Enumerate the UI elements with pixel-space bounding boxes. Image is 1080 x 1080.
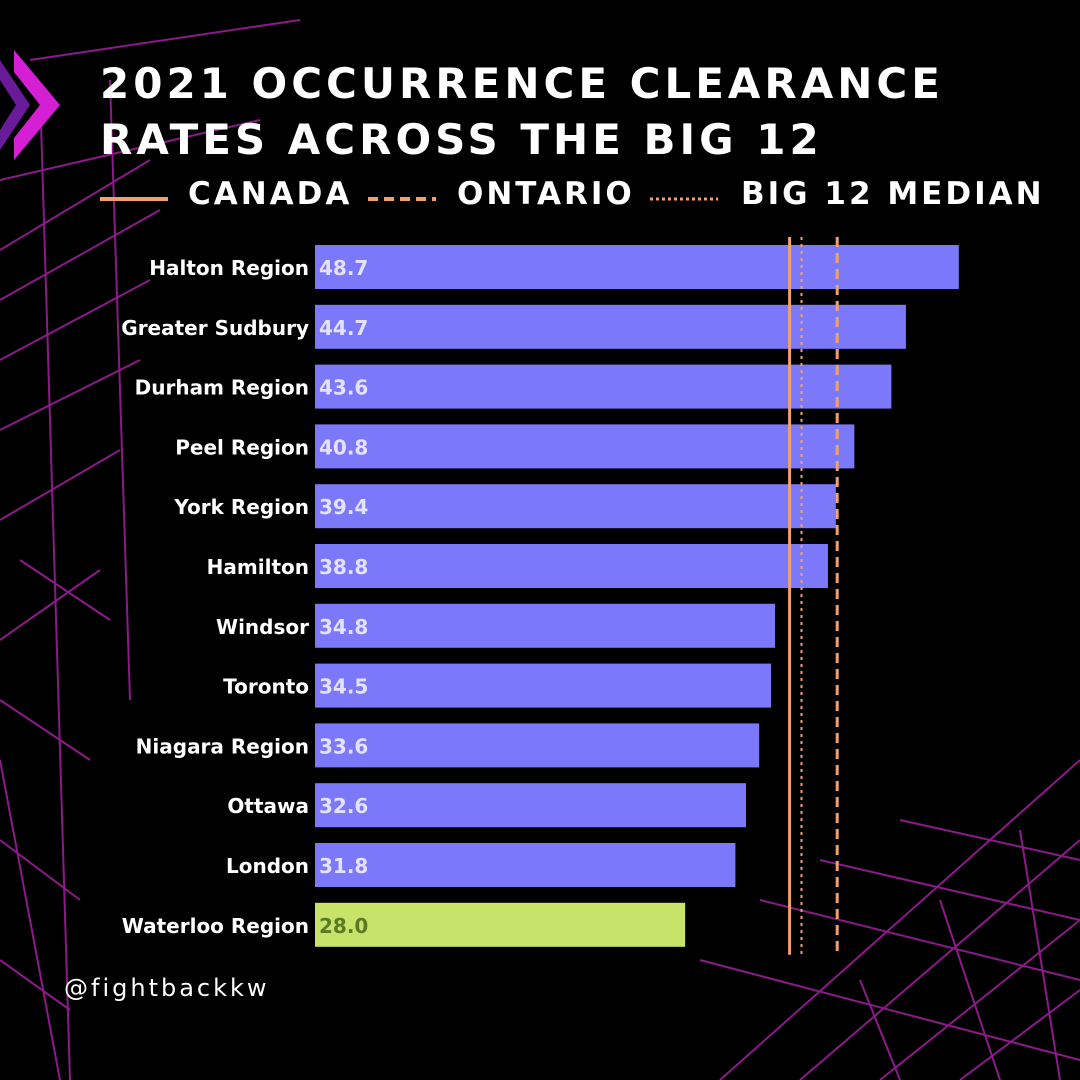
category-label-windsor: Windsor [216,615,309,639]
bar-waterloo-region [315,902,686,947]
value-label-greater-sudbury: 44.7 [319,316,368,340]
value-label-halton-region: 48.7 [319,256,368,280]
value-label-peel-region: 40.8 [319,435,368,459]
category-label-halton-region: Halton Region [149,256,309,280]
category-label-ottawa: Ottawa [227,794,309,818]
category-label-durham-region: Durham Region [135,376,309,400]
value-label-durham-region: 43.6 [319,376,368,400]
value-label-toronto: 34.5 [319,675,368,699]
bar-hamilton [315,544,828,588]
category-label-hamilton: Hamilton [207,555,309,579]
bar-windsor [315,603,776,648]
bar-peel-region [315,424,855,469]
bar-durham-region [315,364,892,409]
bar-london [315,843,736,887]
bar-niagara-region [315,723,760,768]
category-label-greater-sudbury: Greater Sudbury [121,316,309,340]
legend-label-ontario: ONTARIO [457,176,635,212]
value-label-london: 31.8 [319,854,368,878]
legend-label-median: BIG 12 MEDIAN [741,176,1045,212]
bar-halton-region [315,245,959,289]
value-label-waterloo-region: 28.0 [319,914,368,938]
category-label-london: London [226,854,309,878]
bar-greater-sudbury [315,304,906,349]
value-label-york-region: 39.4 [319,495,368,519]
value-label-niagara-region: 33.6 [319,734,368,758]
value-label-ottawa: 32.6 [319,794,368,818]
title-line-2: RATES ACROSS THE BIG 12 [100,115,823,164]
category-label-york-region: York Region [173,495,309,519]
legend-swatches [100,197,718,201]
title-line-1: 2021 OCCURRENCE CLEARANCE [100,59,944,108]
chart-title: 2021 OCCURRENCE CLEARANCE RATES ACROSS T… [100,56,1000,168]
category-label-niagara-region: Niagara Region [136,734,309,758]
value-label-hamilton: 38.8 [319,555,368,579]
social-handle: @fightbackkw [64,974,270,1002]
legend-label-canada: CANADA [188,176,353,212]
value-label-windsor: 34.8 [319,615,368,639]
category-label-peel-region: Peel Region [175,435,309,459]
bar-york-region [315,484,836,529]
bar-toronto [315,663,772,708]
arrow-chevron-icon [0,50,60,160]
category-label-waterloo-region: Waterloo Region [122,914,309,938]
bar-ottawa [315,783,746,828]
category-label-toronto: Toronto [223,675,309,699]
